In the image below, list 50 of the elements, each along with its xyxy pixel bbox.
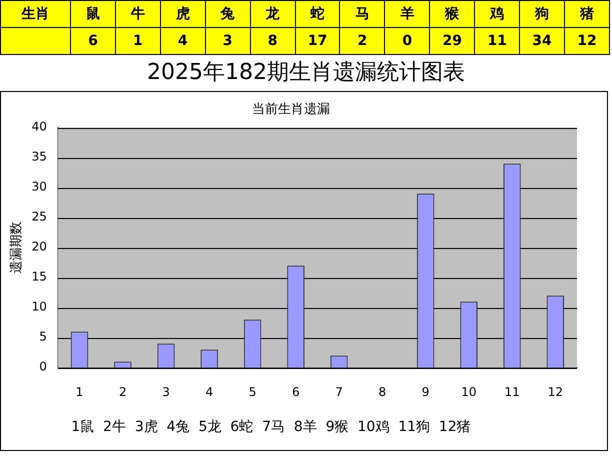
data-label: 8 bbox=[250, 28, 296, 54]
x-tick-label: 2 bbox=[118, 384, 127, 399]
category-label: 蛇 bbox=[295, 0, 340, 28]
y-tick-label: 25 bbox=[32, 210, 47, 224]
text: 1鼠 2牛 3虎 4兔 5龙 6蛇 7马 8羊 9猴 10鸡 11狗 12猪 bbox=[70, 418, 472, 436]
data-label: 3 bbox=[205, 28, 250, 54]
y-tick-label: 0 bbox=[39, 360, 47, 374]
data-label: 29 bbox=[430, 28, 475, 54]
category-label: 牛 bbox=[115, 0, 160, 28]
category-label: 狗 bbox=[520, 0, 564, 28]
data-label: 12 bbox=[564, 28, 610, 54]
x-tick-label: 6 bbox=[292, 384, 300, 399]
category-label: 龙 bbox=[250, 0, 296, 28]
y-tick-label: 10 bbox=[32, 300, 47, 314]
category-label: 羊 bbox=[384, 0, 430, 28]
data-label: 4 bbox=[160, 28, 206, 54]
y-axis-title: 遗漏期数 bbox=[9, 222, 24, 274]
x-tick-label: 10 bbox=[461, 384, 476, 399]
data-label: 2 bbox=[340, 28, 385, 54]
x-tick-label: 7 bbox=[335, 384, 343, 399]
data-label: 17 bbox=[295, 28, 340, 54]
chart-title: 2025年182期生肖遗漏统计图表 bbox=[146, 59, 466, 87]
y-tick-label: 30 bbox=[32, 180, 47, 194]
x-tick-label: 12 bbox=[548, 384, 564, 399]
category-label: 鸡 bbox=[474, 0, 520, 28]
category-label: 猪 bbox=[564, 0, 610, 28]
category-label: 虎 bbox=[160, 0, 206, 28]
x-tick-label: 9 bbox=[422, 384, 430, 399]
category-label: 兔 bbox=[205, 0, 250, 28]
data-label: 1 bbox=[115, 28, 160, 54]
chart-subtitle: 当前生肖遗漏 bbox=[252, 102, 330, 118]
text: 生肖 bbox=[0, 0, 70, 28]
data-label: 0 bbox=[384, 28, 430, 54]
y-tick-label: 35 bbox=[32, 150, 47, 164]
y-tick-label: 5 bbox=[39, 330, 47, 344]
y-tick-label: 15 bbox=[32, 270, 47, 284]
y-tick-label: 20 bbox=[32, 240, 47, 254]
x-tick-label: 5 bbox=[248, 384, 256, 399]
x-tick-label: 4 bbox=[205, 384, 214, 399]
x-tick-label: 8 bbox=[378, 384, 386, 399]
data-label: 11 bbox=[474, 28, 520, 54]
x-tick-label: 1 bbox=[76, 384, 84, 399]
category-label: 鼠 bbox=[70, 0, 116, 28]
category-label: 马 bbox=[340, 0, 385, 28]
data-label: 6 bbox=[70, 28, 116, 54]
category-label: 猴 bbox=[430, 0, 475, 28]
y-tick-label: 40 bbox=[32, 120, 47, 134]
x-tick-label: 3 bbox=[162, 384, 170, 399]
x-tick-label: 11 bbox=[504, 384, 520, 399]
data-label: 34 bbox=[520, 28, 564, 54]
